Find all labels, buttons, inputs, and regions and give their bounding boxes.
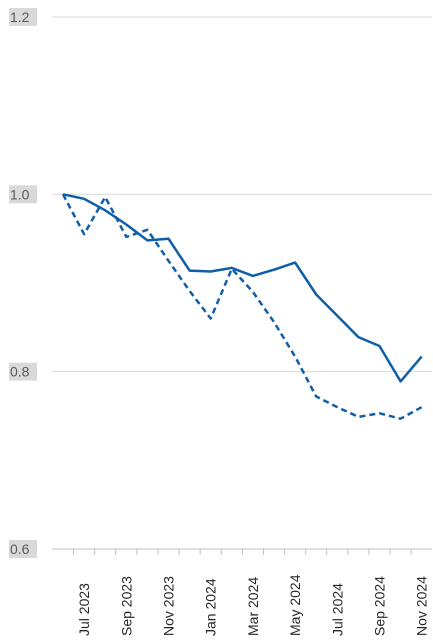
- series-line-dashed: [61, 193, 423, 420]
- y-tick-label: 0.8: [10, 364, 30, 380]
- x-axis: Jul 2023 Sep 2023 Nov 2023 Jan 2024 Mar 2024…: [52, 548, 432, 636]
- x-tick-label: Mar 2024: [245, 577, 261, 636]
- y-tick-label: 1.0: [10, 186, 30, 202]
- y-tick-label-bg: [9, 362, 37, 381]
- x-tick-label: Jul 2023: [76, 583, 92, 636]
- x-tick-label: Nov 2023: [161, 576, 177, 636]
- y-tick-label: 0.6: [10, 541, 30, 557]
- x-tick-label: May 2024: [287, 574, 303, 636]
- y-tick-label-bg: [9, 185, 37, 204]
- x-tick-label: Jan 2024: [203, 578, 219, 636]
- x-tick-label: Sep 2024: [372, 576, 388, 636]
- x-tick-label: Sep 2023: [118, 576, 134, 636]
- y-axis: 0.6 0.8 1.0 1.2: [9, 8, 37, 558]
- x-tick-label: Jul 2024: [329, 583, 345, 636]
- series-lines: [61, 193, 423, 420]
- gridlines: [52, 16, 432, 373]
- x-tick-label: Nov 2024: [414, 576, 430, 636]
- y-tick-label-bg: [9, 540, 37, 558]
- y-tick-label-bg: [9, 8, 37, 26]
- y-tick-label: 1.2: [10, 9, 30, 25]
- series-line-solid: [62, 193, 423, 383]
